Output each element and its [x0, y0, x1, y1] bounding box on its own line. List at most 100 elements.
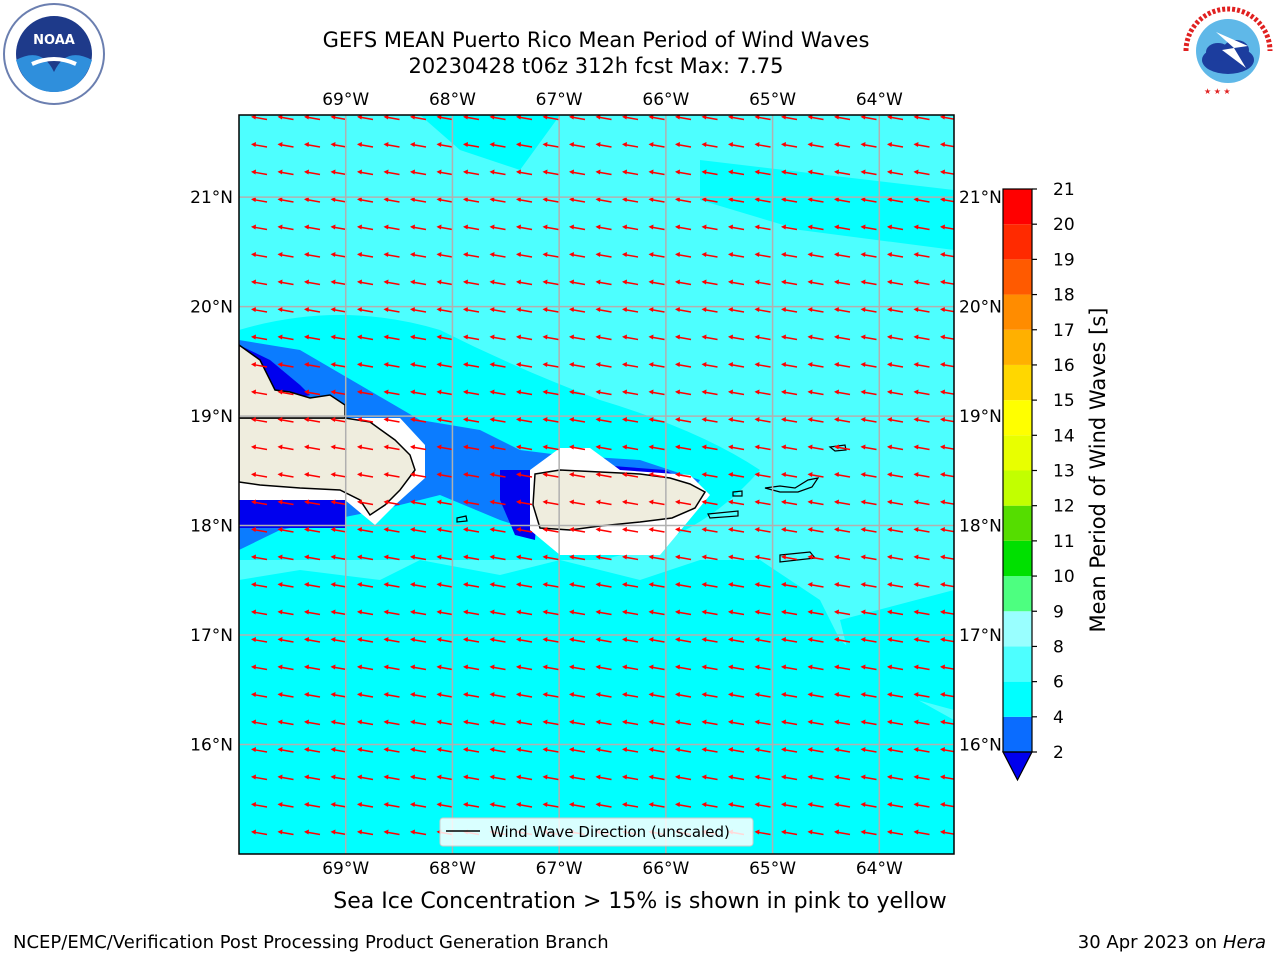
land-puerto-rico: [532, 469, 707, 531]
wave-direction-arrow: [463, 472, 480, 478]
wave-direction-arrow: [542, 527, 559, 533]
wave-direction-arrow: [463, 362, 480, 368]
wave-direction-arrow: [277, 637, 294, 643]
colorbar-label: Mean Period of Wind Waves [s]: [1086, 307, 1110, 633]
wave-direction-arrow: [304, 224, 321, 231]
colorbar-tick-label: 16: [1053, 356, 1075, 376]
wave-direction-arrow: [410, 169, 427, 176]
wave-direction-arrow: [622, 774, 639, 781]
wave-direction-arrow: [357, 389, 374, 396]
wave-direction-arrow: [277, 719, 294, 726]
wave-direction-arrow: [675, 472, 692, 478]
wave-direction-arrow: [648, 527, 665, 533]
wave-direction-arrow: [516, 334, 533, 341]
wave-direction-arrow: [304, 279, 321, 286]
wave-direction-arrow: [436, 444, 453, 451]
wave-direction-arrow: [781, 169, 798, 176]
wave-direction-arrow: [728, 389, 745, 396]
wave-direction-arrow: [807, 115, 824, 121]
colorbar-segment: [1003, 435, 1032, 471]
wave-direction-arrow: [728, 307, 745, 313]
wave-direction-arrow: [304, 444, 321, 451]
wave-direction-arrow: [410, 527, 427, 533]
wave-direction-arrow: [834, 499, 851, 506]
wave-direction-arrow: [781, 472, 798, 478]
wave-direction-arrow: [834, 637, 851, 643]
wave-direction-arrow: [860, 169, 877, 176]
wave-direction-arrow: [357, 252, 374, 258]
wave-direction-arrow: [277, 472, 294, 478]
wave-direction-arrow: [781, 307, 798, 313]
wave-direction-arrow: [887, 224, 904, 231]
wave-direction-arrow: [277, 362, 294, 368]
wave-direction-arrow: [887, 389, 904, 396]
wave-direction-arrow: [383, 829, 400, 836]
wave-direction-arrow: [330, 747, 347, 753]
wave-direction-arrow: [834, 444, 851, 451]
lon-tick-label: 65°W: [749, 90, 796, 110]
wave-direction-arrow: [516, 197, 533, 203]
wave-direction-arrow: [860, 389, 877, 396]
wave-direction-arrow: [675, 444, 692, 451]
wave-direction-arrow: [330, 829, 347, 836]
wave-direction-arrow: [330, 719, 347, 726]
colorbar-tick-label: 18: [1053, 286, 1075, 306]
wave-direction-arrow: [569, 444, 586, 451]
wave-direction-arrow: [728, 527, 745, 533]
wave-direction-arrow: [410, 197, 427, 203]
wave-direction-arrow: [913, 362, 930, 368]
wave-direction-arrow: [834, 389, 851, 396]
wave-direction-arrow: [436, 637, 453, 643]
wave-direction-arrow: [913, 609, 930, 616]
wave-direction-arrow: [781, 637, 798, 643]
colorbar-segment: [1003, 400, 1032, 436]
wave-direction-arrow: [251, 554, 268, 561]
wave-direction-arrow: [410, 389, 427, 396]
wave-direction-arrow: [701, 582, 718, 588]
wave-direction-arrow: [383, 362, 400, 368]
wave-direction-arrow: [728, 719, 745, 726]
wave-direction-arrow: [728, 444, 745, 451]
wave-direction-arrow: [913, 472, 930, 478]
wave-direction-arrow: [807, 472, 824, 478]
wave-direction-arrow: [860, 637, 877, 643]
wave-direction-arrow: [781, 664, 798, 671]
wave-direction-arrow: [410, 554, 427, 561]
wave-direction-arrow: [887, 692, 904, 698]
wave-direction-arrow: [728, 554, 745, 561]
sea-ice-note: Sea Ice Concentration > 15% is shown in …: [333, 889, 947, 914]
wave-direction-arrow: [569, 499, 586, 506]
wave-direction-arrow: [251, 472, 268, 478]
wave-direction-arrow: [569, 802, 586, 808]
wave-direction-arrow: [330, 362, 347, 368]
wave-direction-arrow: [357, 527, 374, 533]
wave-direction-arrow: [595, 472, 612, 478]
wave-direction-arrow: [357, 224, 374, 231]
wave-direction-arrow: [860, 472, 877, 478]
wave-direction-arrow: [648, 169, 665, 176]
wave-direction-arrow: [463, 279, 480, 286]
wave-direction-arrow: [675, 499, 692, 506]
wave-direction-arrow: [834, 719, 851, 726]
wave-direction-arrow: [807, 224, 824, 231]
colorbar-tick-label: 13: [1053, 462, 1075, 482]
wave-direction-arrow: [754, 554, 771, 561]
wave-direction-arrow: [860, 554, 877, 561]
wave-direction-arrow: [834, 829, 851, 836]
wave-direction-arrow: [383, 115, 400, 121]
wave-direction-arrow: [754, 389, 771, 396]
wave-direction-arrow: [304, 252, 321, 258]
wave-direction-arrow: [410, 444, 427, 451]
colorbar-tick-label: 15: [1053, 391, 1075, 411]
lat-tick-label: 19°N: [959, 407, 1002, 427]
wave-direction-arrow: [489, 307, 506, 313]
wave-direction-arrow: [648, 719, 665, 726]
wave-direction-arrow: [436, 197, 453, 203]
wave-direction-arrow: [330, 637, 347, 643]
wave-direction-arrow: [807, 692, 824, 698]
wave-direction-arrow: [807, 719, 824, 726]
wave-direction-arrow: [701, 719, 718, 726]
wave-direction-arrow: [357, 582, 374, 588]
wave-direction-arrow: [781, 417, 798, 423]
wave-direction-arrow: [304, 719, 321, 726]
